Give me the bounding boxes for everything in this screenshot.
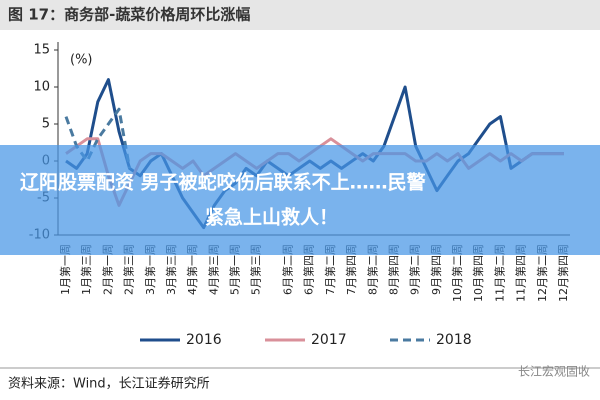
x-tick-label: 7月第二周 xyxy=(323,244,337,295)
y-axis-label: (%) xyxy=(70,53,93,68)
legend-label: 2016 xyxy=(186,332,222,348)
y-tick-label: 15 xyxy=(33,43,50,58)
x-tick-label: 6月第四周 xyxy=(302,244,316,295)
banner-text: 紧急上山救人！ xyxy=(205,206,338,229)
x-tick-label: 3月第一周 xyxy=(143,244,157,295)
x-tick-label: 3月第三周 xyxy=(164,244,178,295)
x-tick-label: 5月第三周 xyxy=(249,244,263,295)
x-tick-label: 12月第二周 xyxy=(535,244,549,302)
watermark: 长江宏观固收 xyxy=(518,364,590,379)
x-tick-label: 7月第四周 xyxy=(344,244,358,295)
x-tick-label: 5月第一周 xyxy=(228,244,242,295)
x-tick-label: 11月第四周 xyxy=(514,244,528,302)
title-bar xyxy=(0,0,600,30)
x-tick-label: 12月第四周 xyxy=(556,244,570,302)
x-tick-label: 2月第一周 xyxy=(100,244,114,295)
x-tick-label: 4月第一周 xyxy=(185,244,199,295)
banner-bg xyxy=(0,145,600,255)
x-tick-label: 8月第四周 xyxy=(386,244,400,295)
x-tick-label: 2月第三周 xyxy=(122,244,136,295)
x-tick-label: 10月第四周 xyxy=(471,244,485,302)
x-tick-label: 1月第三周 xyxy=(79,244,93,295)
x-tick-label: 4月第三周 xyxy=(206,244,220,295)
legend-label: 2017 xyxy=(311,332,347,348)
x-tick-label: 11月第二周 xyxy=(492,244,506,302)
x-tick-label: 10月第二周 xyxy=(450,244,464,302)
y-tick-label: 5 xyxy=(42,117,50,132)
x-tick-label: 6月第二周 xyxy=(281,244,295,295)
chart-title: 图 17：商务部-蔬菜价格周环比涨幅 xyxy=(8,6,250,24)
legend-label: 2018 xyxy=(436,332,472,348)
banner-text: 辽阳股票配资 男子被蛇咬伤后联系不上……民警 xyxy=(20,171,426,194)
y-tick-label: 10 xyxy=(33,80,50,95)
x-tick-label: 8月第二周 xyxy=(365,244,379,295)
x-tick-label: 9月第二周 xyxy=(408,244,422,295)
source: 资料来源：Wind，长江证券研究所 xyxy=(8,376,210,392)
x-tick-label: 9月第四周 xyxy=(429,244,443,295)
x-tick-label: 1月第一周 xyxy=(58,244,72,295)
